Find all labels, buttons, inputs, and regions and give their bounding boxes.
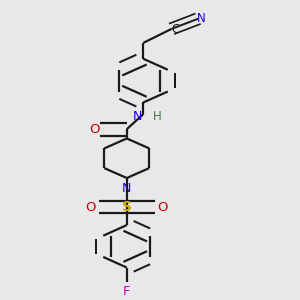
Text: O: O xyxy=(89,123,100,136)
Text: N: N xyxy=(197,12,206,25)
Text: N: N xyxy=(122,182,131,194)
Text: N: N xyxy=(133,110,142,124)
Text: O: O xyxy=(86,201,96,214)
Text: C: C xyxy=(171,23,179,36)
Text: O: O xyxy=(158,201,168,214)
Text: S: S xyxy=(122,200,132,214)
Text: H: H xyxy=(153,110,162,124)
Text: F: F xyxy=(123,285,130,298)
